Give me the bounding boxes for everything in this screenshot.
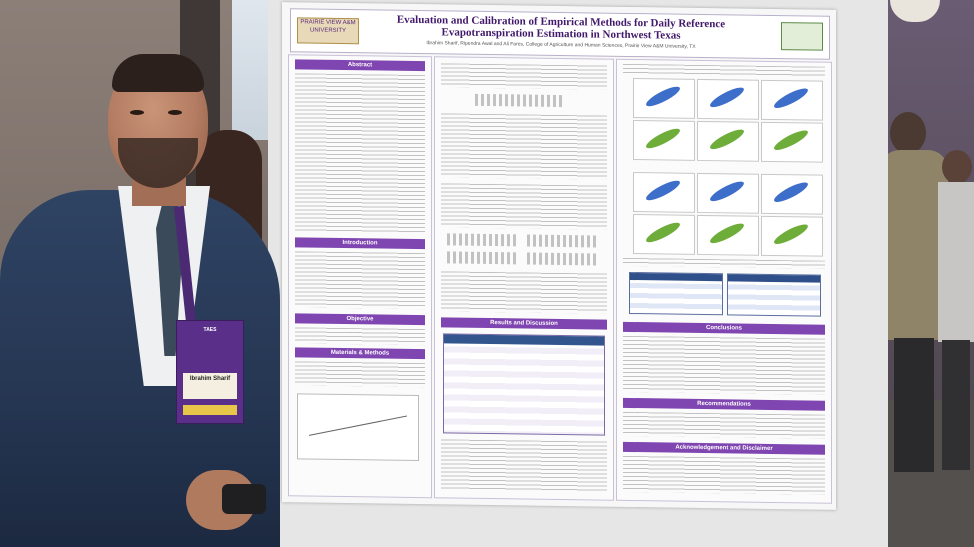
figure-caption-top (623, 63, 825, 77)
poster-board: PRAIRIE VIEW A&M UNIVERSITY Evaluation a… (268, 0, 888, 547)
scatter-plot (633, 78, 695, 119)
scatter-plot (761, 121, 823, 163)
badge-name-card: Ibrahim Sharif (183, 373, 237, 399)
scatter-plot (761, 79, 823, 121)
study-area-figure (297, 393, 419, 462)
section-header-abstract: Abstract (295, 59, 425, 72)
materials-methods-text (295, 361, 425, 388)
badge-strip (183, 405, 237, 415)
equation-5 (527, 252, 597, 266)
method-text-3 (441, 183, 607, 230)
scatter-plot (633, 214, 695, 255)
comparison-table-left-header (630, 272, 722, 282)
objective-text (295, 327, 425, 346)
research-poster: PRAIRIE VIEW A&M UNIVERSITY Evaluation a… (282, 2, 836, 510)
scatter-cloud-blue (643, 177, 683, 204)
scatter-cloud-blue (707, 84, 747, 111)
presenter-right-eye (168, 110, 182, 115)
method-text (441, 63, 607, 90)
background-person-2 (938, 150, 974, 470)
name-badge: TAES Ibrahim Sharif (176, 320, 244, 424)
section-header-acknowledgement: Acknowledgement and Disclaimer (623, 441, 825, 455)
section-header-recommendations: Recommendations (623, 397, 825, 411)
presenter-left-eye (130, 110, 144, 115)
scatter-cloud-green (771, 127, 811, 154)
poster-column-1: Abstract Introduction Objective Material… (288, 54, 432, 499)
poster-column-3: Conclusions Recommendations Acknowledgem… (616, 58, 832, 504)
equation-1 (475, 93, 565, 108)
equation-4 (447, 251, 517, 265)
recommendations-text (623, 411, 825, 439)
section-header-conclusions: Conclusions (623, 321, 825, 335)
method-text-4 (441, 271, 607, 314)
figure-caption-bottom (623, 257, 825, 269)
badge-name: Ibrahim Sharif (189, 376, 231, 382)
background-person-coat (880, 150, 948, 340)
poster-column-2: Results and Discussion (434, 56, 614, 501)
comparison-table-right-header (728, 274, 820, 283)
section-header-objective: Objective (295, 313, 425, 326)
results-table-header (444, 334, 604, 346)
comparison-table-right (727, 273, 821, 317)
results-table (443, 333, 605, 436)
comparison-table-left (629, 271, 723, 316)
phone (222, 484, 266, 514)
section-header-introduction: Introduction (295, 237, 425, 250)
presenter-hair (112, 54, 204, 92)
background-person-legs (894, 338, 934, 472)
equation-3 (527, 234, 597, 248)
equation-2 (447, 233, 517, 247)
background-person-2-body (938, 182, 974, 342)
poster-header: PRAIRIE VIEW A&M UNIVERSITY Evaluation a… (290, 8, 830, 60)
figure-line (308, 415, 408, 436)
scatter-plot (761, 215, 823, 257)
scatter-plot (697, 120, 759, 162)
scatter-cloud-green (771, 221, 811, 248)
background-person-2-head (942, 150, 972, 184)
university-logo: PRAIRIE VIEW A&M UNIVERSITY (297, 17, 359, 45)
abstract-text (295, 73, 425, 234)
scatter-cloud-blue (771, 85, 811, 112)
scatter-cloud-green (643, 219, 683, 246)
scatter-plot (697, 214, 759, 256)
method-text-2 (441, 113, 607, 180)
scatter-cloud-green (707, 220, 747, 247)
acknowledgement-text (623, 455, 825, 495)
scatter-cloud-green (707, 126, 747, 153)
scatter-cloud-green (643, 125, 683, 152)
scatter-plot (761, 173, 823, 215)
background-person-head (890, 112, 926, 154)
ceiling-lamp (890, 0, 940, 22)
scatter-cloud-blue (707, 178, 747, 205)
results-text (441, 439, 607, 492)
scatter-cloud-blue (643, 83, 683, 110)
poster-title: Evaluation and Calibration of Empirical … (361, 13, 761, 43)
section-header-results: Results and Discussion (441, 317, 607, 330)
section-header-materials-methods: Materials & Methods (295, 347, 425, 360)
conclusions-text (623, 335, 825, 395)
introduction-text (295, 251, 425, 310)
scatter-plot (697, 78, 759, 120)
scatter-plot (697, 172, 759, 214)
sponsor-logo (781, 22, 823, 51)
scatter-cloud-blue (771, 179, 811, 206)
scatter-plot (633, 120, 695, 161)
background-person-2-legs (942, 340, 970, 470)
background-person (880, 112, 954, 472)
scatter-plot (633, 172, 695, 213)
badge-logo: TAES (203, 327, 217, 333)
